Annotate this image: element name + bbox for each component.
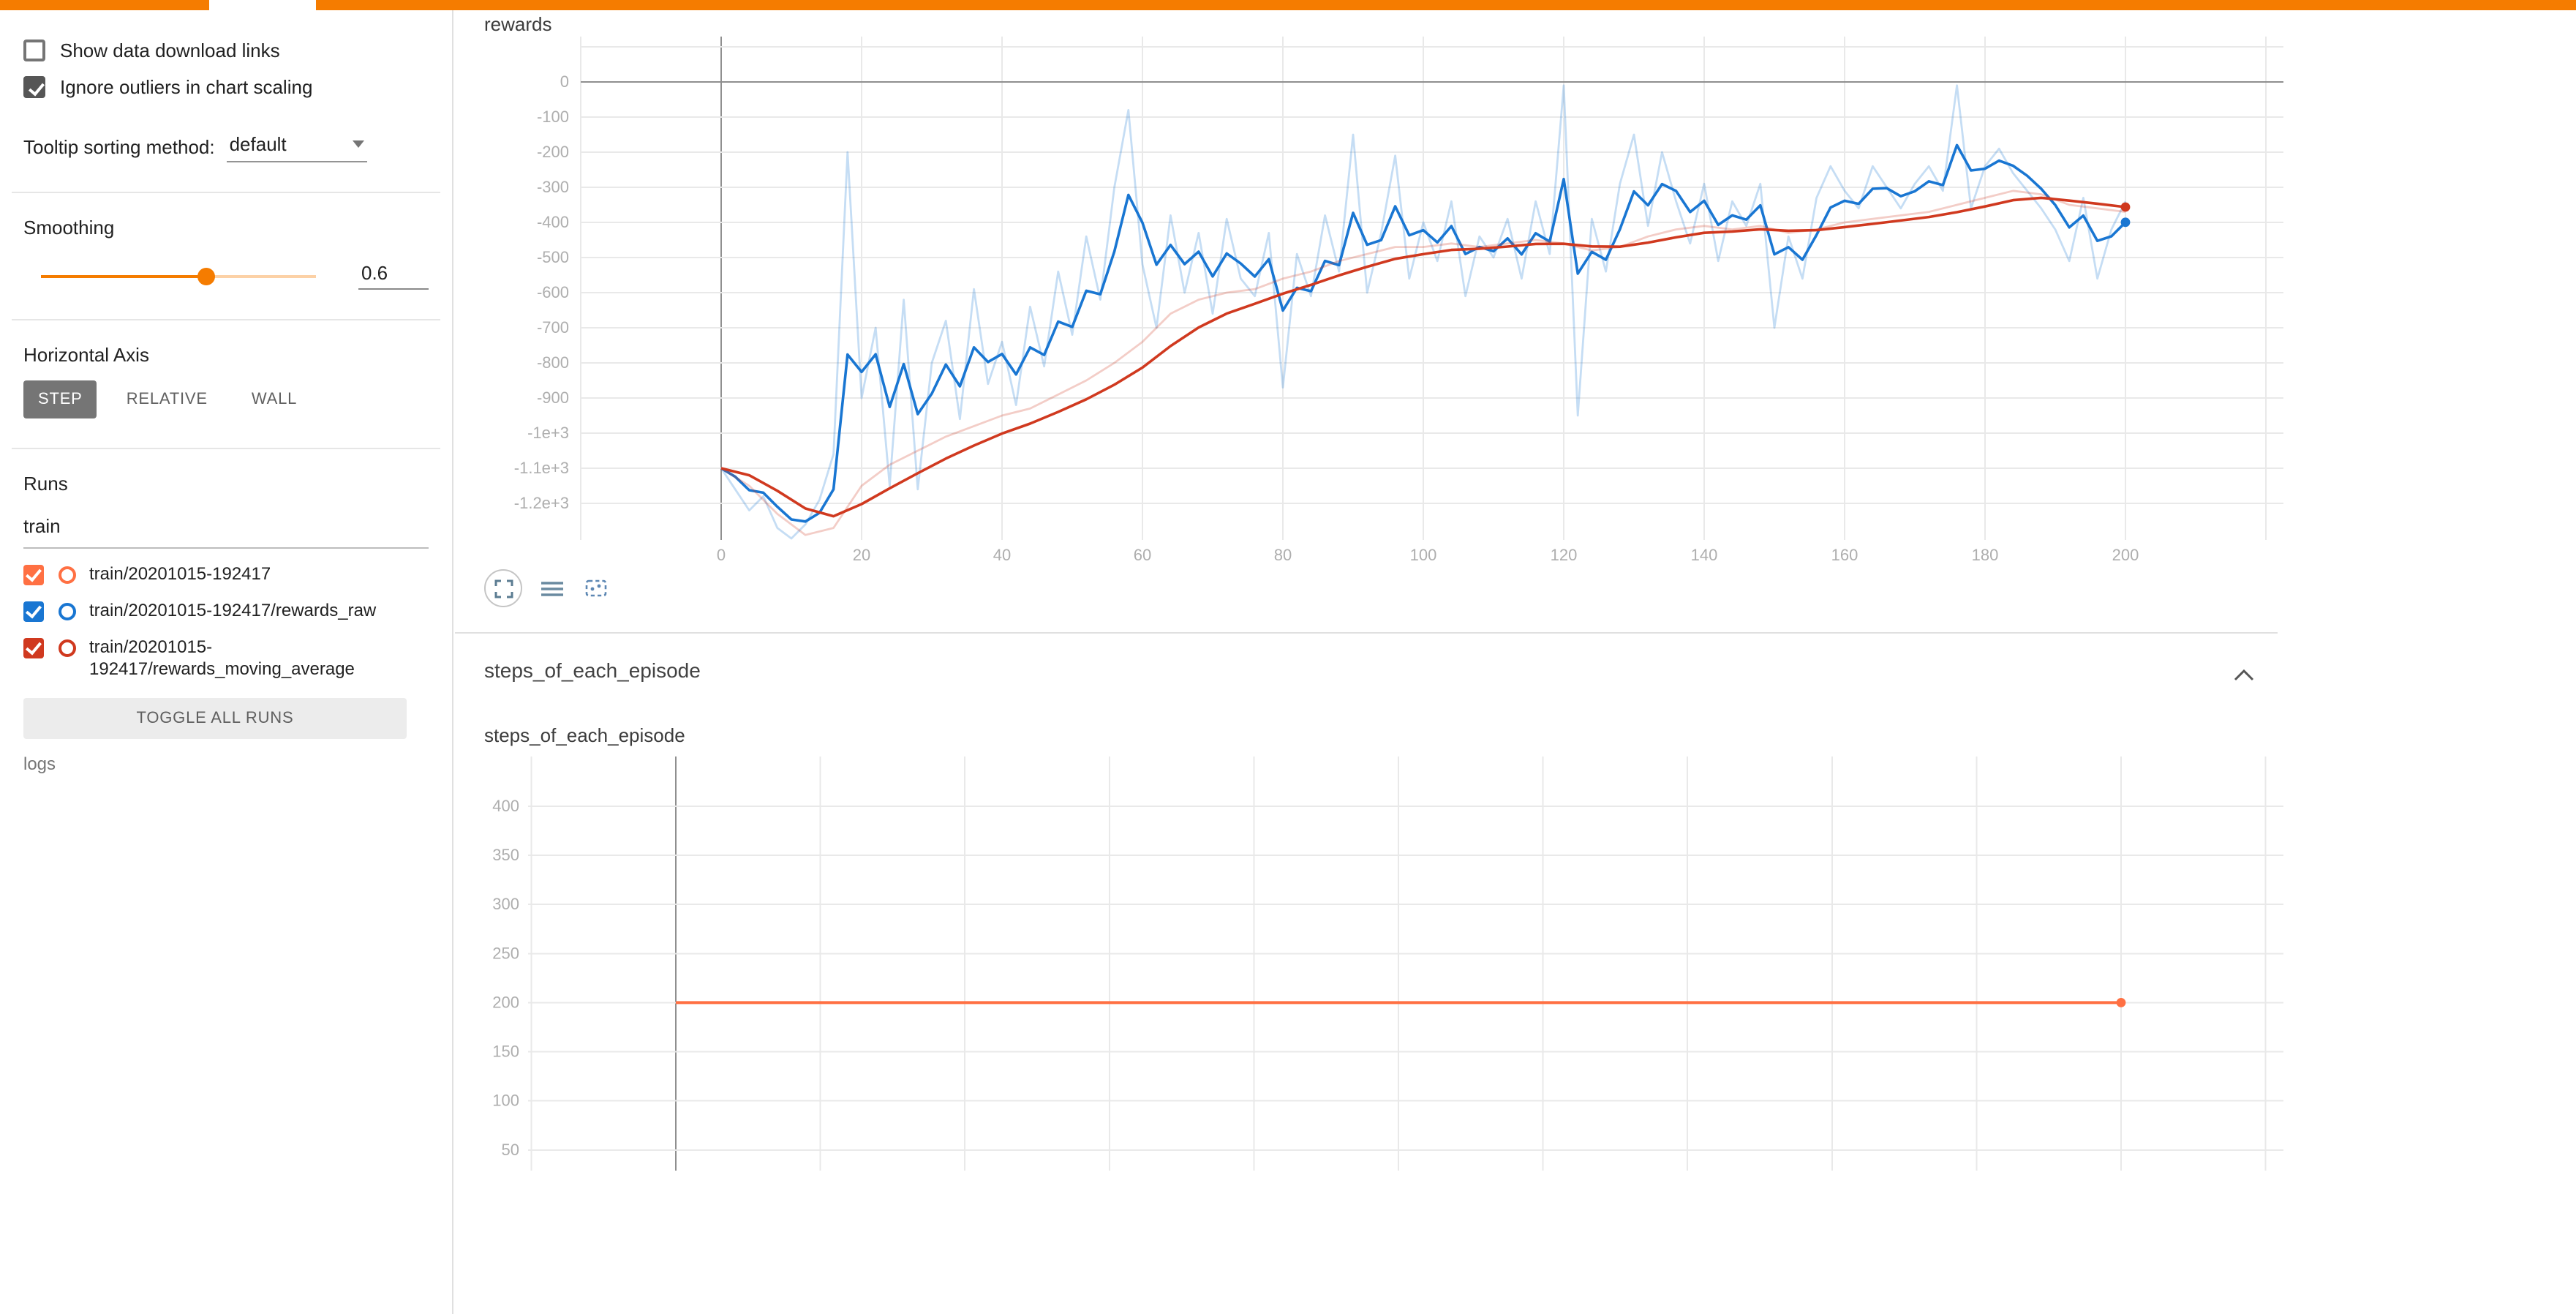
data-table-button[interactable] <box>532 569 570 607</box>
smoothing-slider-fill <box>41 274 206 277</box>
main-content: rewards 0 -100 -200 -300 -400 -500 -600 -700 -80… <box>455 10 2283 1314</box>
collapse-section-button[interactable] <box>2234 663 2254 689</box>
svg-text:-800: -800 <box>537 353 569 372</box>
svg-text:-500: -500 <box>537 248 569 266</box>
run-item[interactable]: train/20201015-192417/rewards_moving_ave… <box>23 637 429 680</box>
run-item[interactable]: train/20201015-192417 <box>23 563 429 585</box>
steps-section-header[interactable]: steps_of_each_episode <box>484 658 701 682</box>
svg-text:60: 60 <box>1134 546 1151 564</box>
show-download-links-row[interactable]: Show data download links <box>23 40 429 61</box>
fit-domain-button[interactable] <box>576 569 614 607</box>
svg-text:-1e+3: -1e+3 <box>527 424 569 442</box>
steps-chart[interactable]: 400 350 300 250 200 150 100 50 <box>484 754 2298 1314</box>
active-tab-indicator <box>209 0 316 10</box>
svg-text:-1.1e+3: -1.1e+3 <box>514 459 569 477</box>
svg-text:100: 100 <box>492 1092 519 1110</box>
ignore-outliers-label: Ignore outliers in chart scaling <box>60 76 313 98</box>
sidebar: Show data download links Ignore outliers… <box>0 10 453 1314</box>
run-group-label: logs <box>23 754 56 774</box>
run-label: train/20201015-192417 <box>89 563 271 584</box>
svg-text:-400: -400 <box>537 213 569 231</box>
run-label: train/20201015-192417/rewards_moving_ave… <box>89 637 355 679</box>
runs-label: Runs <box>23 473 68 495</box>
svg-text:120: 120 <box>1551 546 1578 564</box>
chart-toolbar <box>484 569 620 607</box>
svg-text:20: 20 <box>853 546 870 564</box>
rewards-chart[interactable]: 0 -100 -200 -300 -400 -500 -600 -700 -800 -900 -1e… <box>484 37 2298 566</box>
svg-text:-600: -600 <box>537 283 569 301</box>
svg-text:100: 100 <box>1410 546 1437 564</box>
svg-text:50: 50 <box>502 1141 519 1159</box>
svg-text:0: 0 <box>560 72 569 91</box>
divider <box>12 448 440 449</box>
runs-filter-input[interactable]: train <box>23 515 429 549</box>
svg-text:160: 160 <box>1831 546 1858 564</box>
top-toolbar <box>0 0 2576 10</box>
svg-text:0: 0 <box>717 546 726 564</box>
smoothing-row: 0.6 <box>23 262 429 290</box>
svg-text:400: 400 <box>492 797 519 815</box>
show-download-links-checkbox[interactable] <box>23 40 45 61</box>
svg-text:80: 80 <box>1274 546 1292 564</box>
run-checkbox[interactable] <box>23 601 44 622</box>
expand-chart-button[interactable] <box>484 569 522 607</box>
tooltip-sorting-value: default <box>229 133 287 155</box>
svg-text:300: 300 <box>492 895 519 913</box>
svg-text:250: 250 <box>492 944 519 962</box>
run-checkbox[interactable] <box>23 638 44 658</box>
steps-chart-title: steps_of_each_episode <box>484 724 685 746</box>
svg-text:-1.2e+3: -1.2e+3 <box>514 494 569 512</box>
smoothing-slider-thumb[interactable] <box>197 267 215 285</box>
tooltip-sorting-label: Tooltip sorting method: <box>23 135 215 157</box>
horizontal-axis-buttons: STEP RELATIVE WALL <box>23 380 429 418</box>
section-divider <box>455 632 2278 634</box>
divider <box>12 319 440 320</box>
run-color-swatch[interactable] <box>59 566 76 584</box>
smoothing-slider[interactable] <box>41 266 316 286</box>
axis-wall-button[interactable]: WALL <box>251 391 298 408</box>
data-table-icon <box>541 581 562 596</box>
smoothing-label: Smoothing <box>23 217 115 239</box>
tooltip-sorting-row: Tooltip sorting method: default <box>23 130 429 162</box>
svg-text:200: 200 <box>492 993 519 1011</box>
axis-relative-button[interactable]: RELATIVE <box>126 391 208 408</box>
toggle-all-runs-button[interactable]: TOGGLE ALL RUNS <box>23 698 407 739</box>
chevron-up-icon <box>2234 669 2254 681</box>
ignore-outliers-row[interactable]: Ignore outliers in chart scaling <box>23 76 429 98</box>
smoothing-value-input[interactable]: 0.6 <box>358 262 429 290</box>
run-label: train/20201015-192417/rewards_raw <box>89 600 377 620</box>
axis-step-button[interactable]: STEP <box>23 380 97 418</box>
divider <box>12 192 440 193</box>
svg-text:350: 350 <box>492 846 519 864</box>
svg-text:40: 40 <box>993 546 1011 564</box>
svg-text:180: 180 <box>1972 546 1999 564</box>
svg-text:200: 200 <box>2112 546 2139 564</box>
svg-text:-700: -700 <box>537 318 569 337</box>
svg-text:140: 140 <box>1691 546 1718 564</box>
svg-text:-900: -900 <box>537 388 569 407</box>
run-item[interactable]: train/20201015-192417/rewards_raw <box>23 600 429 622</box>
svg-text:-200: -200 <box>537 143 569 161</box>
ignore-outliers-checkbox[interactable] <box>23 76 45 98</box>
horizontal-axis-label: Horizontal Axis <box>23 344 149 366</box>
run-color-swatch[interactable] <box>59 603 76 620</box>
run-color-swatch[interactable] <box>59 639 76 657</box>
svg-text:-300: -300 <box>537 178 569 196</box>
rewards-chart-title: rewards <box>484 13 552 35</box>
svg-text:-100: -100 <box>537 108 569 126</box>
tooltip-sorting-dropdown[interactable]: default <box>226 130 367 162</box>
svg-text:150: 150 <box>492 1043 519 1061</box>
fit-domain-icon <box>584 579 606 597</box>
dropdown-arrow-icon <box>352 140 364 148</box>
expand-icon <box>494 579 513 598</box>
show-download-links-label: Show data download links <box>60 40 280 61</box>
run-checkbox[interactable] <box>23 565 44 585</box>
